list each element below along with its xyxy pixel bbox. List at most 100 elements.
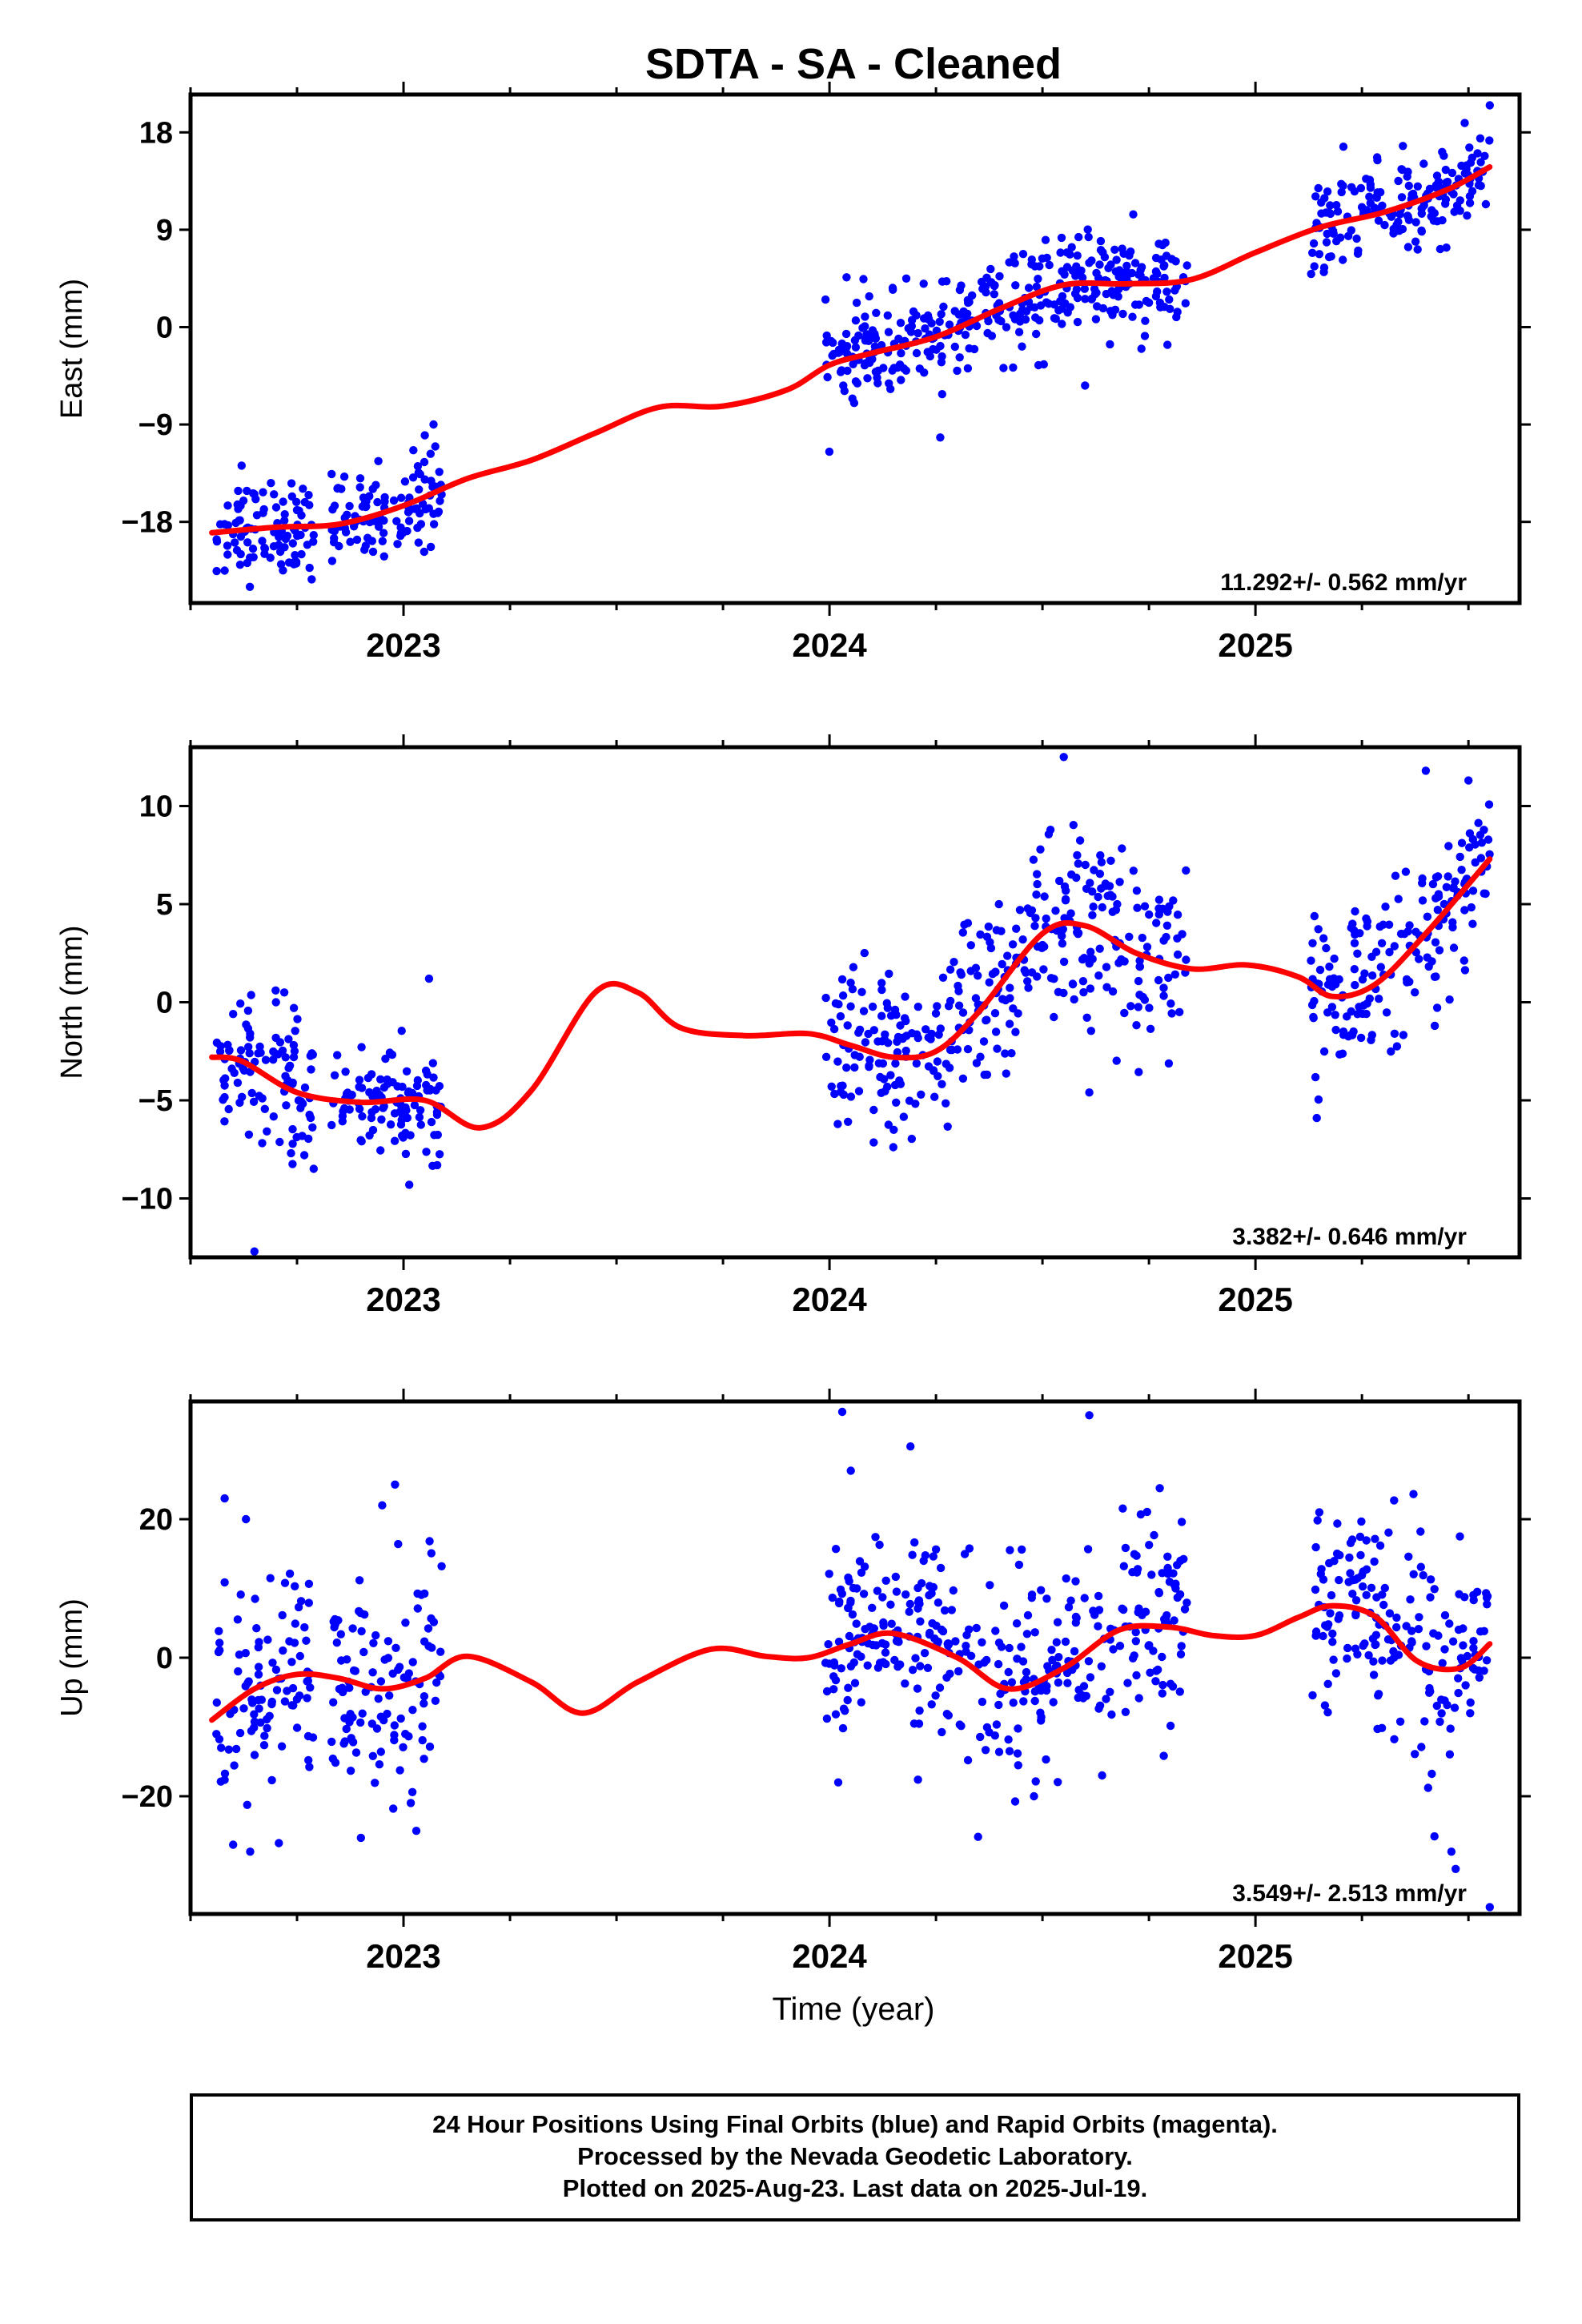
east-data-point: [1151, 267, 1161, 276]
east-data-point: [879, 364, 888, 372]
east-y-tick-label: 9: [156, 214, 173, 247]
up-data-point: [1061, 1637, 1070, 1647]
up-data-point: [828, 1593, 837, 1602]
north-data-point: [428, 1059, 437, 1068]
east-data-point: [1104, 263, 1113, 272]
up-data-point: [1308, 1691, 1317, 1700]
east-data-point: [260, 544, 270, 553]
north-data-point: [972, 1059, 982, 1068]
up-data-point: [406, 1799, 416, 1807]
north-data-point: [1442, 883, 1452, 892]
north-data-point: [1170, 970, 1180, 979]
up-data-point: [247, 1727, 256, 1735]
north-data-point: [1075, 836, 1085, 845]
north-data-point: [1350, 965, 1359, 974]
east-data-point: [1311, 192, 1320, 201]
north-data-point: [1129, 866, 1138, 875]
east-data-point: [839, 381, 848, 390]
up-data-point: [396, 1766, 404, 1775]
north-data-point: [1106, 891, 1115, 899]
up-data-point: [1146, 1668, 1154, 1677]
east-data-point: [932, 345, 941, 354]
east-data-point: [243, 486, 251, 496]
up-data-point: [1320, 1701, 1330, 1710]
up-data-point: [292, 1723, 302, 1732]
up-data-point: [837, 1664, 846, 1673]
north-data-point: [1485, 850, 1494, 859]
north-data-point: [1433, 906, 1443, 915]
up-data-point: [1054, 1678, 1063, 1687]
up-data-point: [1006, 1546, 1014, 1554]
north-data-point: [827, 1018, 836, 1027]
north-data-point: [1431, 938, 1440, 947]
up-data-point: [1094, 1622, 1102, 1630]
east-data-point: [865, 292, 873, 301]
north-data-point: [254, 1049, 263, 1058]
up-data-point: [294, 1602, 303, 1612]
north-data-point: [376, 1075, 385, 1084]
north-data-point: [284, 1035, 293, 1043]
north-data-point: [390, 1136, 400, 1145]
east-data-point: [999, 364, 1008, 372]
north-data-point: [1433, 872, 1443, 881]
east-data-point: [1431, 183, 1440, 192]
north-data-point: [1162, 921, 1172, 931]
up-data-point: [1454, 1688, 1463, 1698]
north-data-point: [1375, 922, 1384, 931]
east-data-point: [978, 284, 987, 293]
east-data-point: [335, 541, 343, 551]
north-data-point: [855, 1052, 864, 1061]
north-data-point: [1145, 910, 1154, 919]
east-data-point: [352, 535, 362, 545]
north-data-point: [1140, 902, 1150, 911]
east-data-point: [1062, 263, 1072, 271]
up-data-point: [1407, 1626, 1416, 1635]
up-data-point: [1022, 1667, 1031, 1677]
up-data-point: [1469, 1643, 1478, 1653]
east-data-point: [865, 334, 875, 344]
up-data-point: [940, 1606, 950, 1615]
up-data-point: [279, 1646, 287, 1655]
north-data-point: [848, 985, 857, 994]
up-data-point: [1482, 1656, 1492, 1665]
up-data-point: [1066, 1596, 1075, 1605]
north-data-point: [1390, 942, 1399, 951]
east-data-point: [1332, 201, 1341, 210]
up-data-point: [1315, 1508, 1324, 1517]
north-data-point: [258, 1139, 267, 1148]
up-data-point: [1455, 1590, 1464, 1598]
up-data-point: [821, 1659, 830, 1667]
north-data-point: [290, 1047, 299, 1055]
north-data-point: [1078, 955, 1087, 964]
east-data-point: [822, 331, 831, 340]
north-data-point: [860, 948, 869, 958]
up-data-point: [1170, 1616, 1178, 1625]
up-data-point: [1333, 1519, 1342, 1528]
up-data-point: [1083, 1545, 1093, 1554]
up-data-point: [957, 1722, 966, 1731]
east-data-point: [1080, 284, 1090, 293]
east-data-point: [897, 348, 905, 358]
up-data-point: [1420, 1717, 1429, 1726]
east-data-point: [304, 490, 313, 500]
north-data-point: [934, 1030, 943, 1039]
up-data-point: [1166, 1721, 1175, 1731]
up-data-point: [412, 1827, 421, 1835]
east-data-point: [1171, 257, 1180, 266]
up-data-point: [951, 1637, 960, 1646]
east-data-point: [404, 517, 414, 525]
up-data-point: [1390, 1735, 1399, 1743]
east-data-point: [429, 420, 438, 429]
up-data-point: [336, 1630, 345, 1638]
up-data-point: [413, 1604, 422, 1613]
east-data-point: [923, 348, 932, 356]
up-data-point: [850, 1679, 860, 1687]
up-data-point: [1419, 1570, 1427, 1580]
east-data-point: [389, 496, 399, 505]
north-y-axis-label: North (mm): [55, 925, 89, 1079]
north-data-point: [1330, 954, 1339, 963]
east-data-point: [223, 541, 232, 550]
north-data-point: [1164, 1059, 1174, 1068]
east-data-point: [1339, 181, 1347, 191]
up-data-point: [1048, 1655, 1057, 1665]
